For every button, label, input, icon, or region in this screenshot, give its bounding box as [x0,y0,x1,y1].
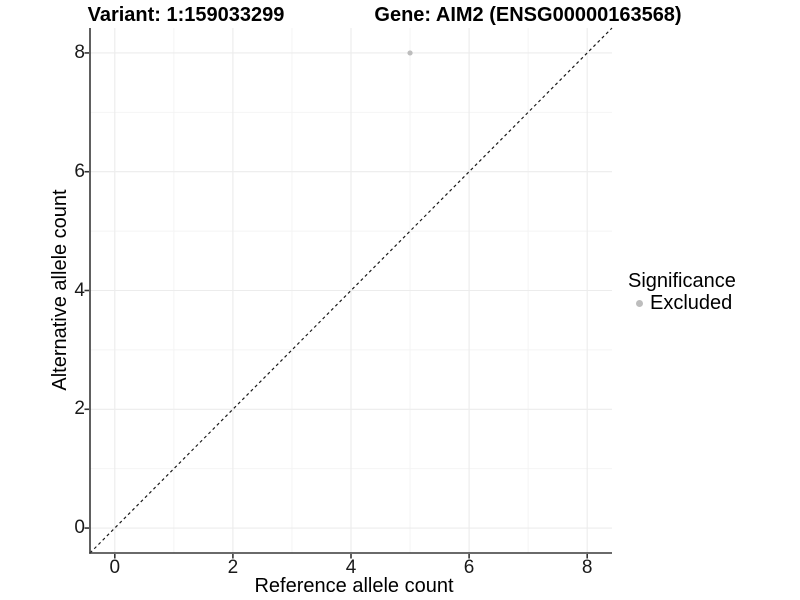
data-point [407,50,413,56]
legend-items: Excluded [628,292,736,314]
y-tick-label: 0 [74,517,85,539]
y-tick-label: 8 [74,41,85,63]
y-axis-title: Alternative allele count [49,189,71,391]
x-tick-label: 6 [463,557,475,578]
x-tick-label: 8 [581,557,593,578]
x-tick-label: 4 [345,557,357,578]
legend-title: Significance [628,270,736,292]
y-tick-label: 4 [74,279,85,301]
plot-title-gene: Gene: AIM2 (ENSG00000163568) [374,4,682,26]
x-tick-label: 2 [227,557,239,578]
legend-item-label: Excluded [650,292,733,314]
x-axis-title: Reference allele count [254,575,454,597]
plot-title-variant: Variant: 1:159033299 [87,4,285,26]
legend-key [630,292,648,314]
y-tick-label: 2 [74,398,85,420]
x-tick-label: 0 [109,557,121,578]
legend-point-icon [635,299,643,307]
y-tick-label: 6 [74,160,85,182]
legend: Significance Excluded [628,270,736,314]
legend-item-excluded: Excluded [630,292,736,314]
